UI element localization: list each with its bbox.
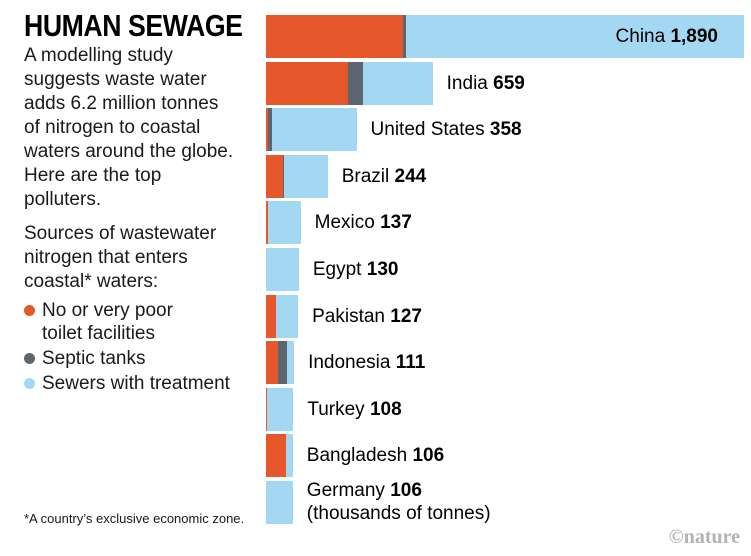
bar-label: Indonesia 111	[308, 341, 425, 384]
bar-segment-sewers	[286, 341, 295, 385]
bar-segment-sewers	[284, 154, 328, 198]
bar-row: India 659	[266, 61, 744, 105]
bar-segment-toilet	[266, 154, 283, 198]
country-value: 127	[390, 305, 422, 327]
bar-label: China 1,890	[616, 15, 718, 58]
footnote: *A country’s exclusive economic zone.	[24, 511, 245, 526]
bar-segment-sewers	[267, 201, 301, 245]
bar-label: India 659	[447, 62, 525, 105]
bar-label: Pakistan 127	[312, 295, 422, 338]
legend-item-sewers: Sewers with treatment	[24, 372, 230, 395]
country-name: Bangladesh	[306, 445, 413, 467]
country-name: Germany	[306, 480, 391, 502]
bar-segment-toilet	[266, 201, 268, 245]
bar-segment-toilet	[266, 341, 278, 385]
bar-row: China 1,890	[266, 15, 744, 58]
bar-row: Indonesia 111	[266, 341, 744, 385]
bar-label-line: Egypt 130	[313, 258, 399, 281]
country-value: 108	[369, 398, 402, 420]
country-value: 111	[395, 352, 426, 374]
country-value: 130	[366, 258, 399, 280]
unit-note: (thousands of tonnes)	[306, 503, 491, 525]
bar-segment-sewers	[285, 434, 293, 478]
chart-description: A modelling study suggests waste water a…	[24, 45, 234, 210]
legend: No or very poor toilet facilities Septic …	[24, 299, 230, 397]
bar-label-line: Bangladesh 106	[307, 444, 444, 467]
country-value: 659	[493, 72, 525, 94]
country-name: Pakistan	[312, 305, 391, 327]
country-name: Mexico	[314, 212, 381, 234]
bar-chart: China 1,890 India 659 United States 358 Bra…	[266, 15, 744, 528]
bar-segment-septic	[277, 341, 287, 385]
bar-segment-sewers	[406, 15, 744, 58]
bar-segment-sewers	[276, 294, 299, 338]
bar-label: Germany 106 (thousands of tonnes)	[306, 479, 491, 525]
country-name: Egypt	[312, 258, 367, 280]
country-value: 137	[380, 212, 412, 234]
bar-row: Pakistan 127	[266, 294, 744, 338]
bar-segment-sewers	[363, 61, 433, 105]
bar-label-line: India 659	[447, 72, 525, 95]
legend-dot-icon	[24, 378, 35, 389]
bar-label-line: Turkey 108	[307, 398, 401, 421]
bar-label: Bangladesh 106	[307, 434, 444, 477]
bar-segment-sewers	[272, 108, 357, 152]
legend-label: No or very poor toilet facilities	[42, 300, 173, 344]
country-name: Brazil	[341, 165, 395, 187]
bar-label: Brazil 244	[342, 155, 427, 198]
bar-label: United States 358	[371, 108, 522, 151]
bar-segment-sewers	[266, 247, 299, 291]
bar-row: United States 358	[266, 108, 744, 152]
bar-segment-septic	[348, 61, 364, 105]
bar-segment-toilet	[266, 15, 403, 58]
bar-segment-toilet	[266, 387, 267, 431]
legend-item-septic: Septic tanks	[24, 347, 230, 370]
country-value: 358	[489, 119, 522, 141]
country-name: India	[446, 72, 494, 94]
bar-row: Egypt 130	[266, 247, 744, 291]
country-name: United States	[370, 119, 490, 141]
country-value: 106	[412, 445, 445, 467]
legend-dot-icon	[24, 305, 35, 316]
bar-segment-septic	[282, 154, 285, 198]
bar-label: Egypt 130	[313, 248, 399, 291]
country-name: Indonesia	[308, 352, 396, 374]
legend-dot-icon	[24, 353, 35, 364]
bar-segment-toilet	[266, 294, 277, 338]
country-value: 106	[390, 480, 422, 502]
country-name: Turkey	[307, 398, 370, 420]
bar-segment-sewers	[267, 387, 294, 431]
bar-label-line: Germany 106	[307, 479, 491, 502]
bar-segment-toilet	[266, 108, 269, 152]
bar-row: Turkey 108	[266, 387, 744, 431]
page-title: HUMAN SEWAGE	[24, 8, 243, 43]
nature-watermark: ©nature	[668, 526, 740, 548]
bar-label-line: Indonesia 111	[308, 351, 425, 374]
legend-label: Sewers with treatment	[42, 373, 230, 394]
country-value: 244	[394, 165, 427, 187]
country-value: 1,890	[670, 26, 718, 47]
bar-label-line: Mexico 137	[315, 211, 412, 234]
bar-row: Brazil 244	[266, 154, 744, 198]
country-name: China	[615, 26, 671, 47]
bar-segment-toilet	[266, 434, 286, 478]
bar-label: Mexico 137	[315, 201, 412, 244]
bar-segment-septic	[268, 108, 273, 152]
bar-segment-toilet	[266, 61, 349, 105]
legend-item-toilet: No or very poor toilet facilities	[24, 299, 230, 345]
bar-label: Turkey 108	[307, 388, 401, 431]
bar-row: Germany 106 (thousands of tonnes)	[266, 479, 744, 525]
legend-title: Sources of wastewater nitrogen that ente…	[24, 223, 217, 292]
bar-label-line: United States 358	[371, 118, 522, 141]
bar-label-line: Pakistan 127	[312, 305, 422, 328]
bar-segment-septic	[402, 15, 407, 58]
bar-label-line: China 1,890	[616, 25, 718, 48]
legend-label: Septic tanks	[42, 348, 146, 369]
bar-row: Bangladesh 106	[266, 434, 744, 478]
bar-label-line: Brazil 244	[342, 165, 427, 188]
bar-segment-sewers	[266, 480, 293, 524]
bar-row: Mexico 137	[266, 201, 744, 245]
